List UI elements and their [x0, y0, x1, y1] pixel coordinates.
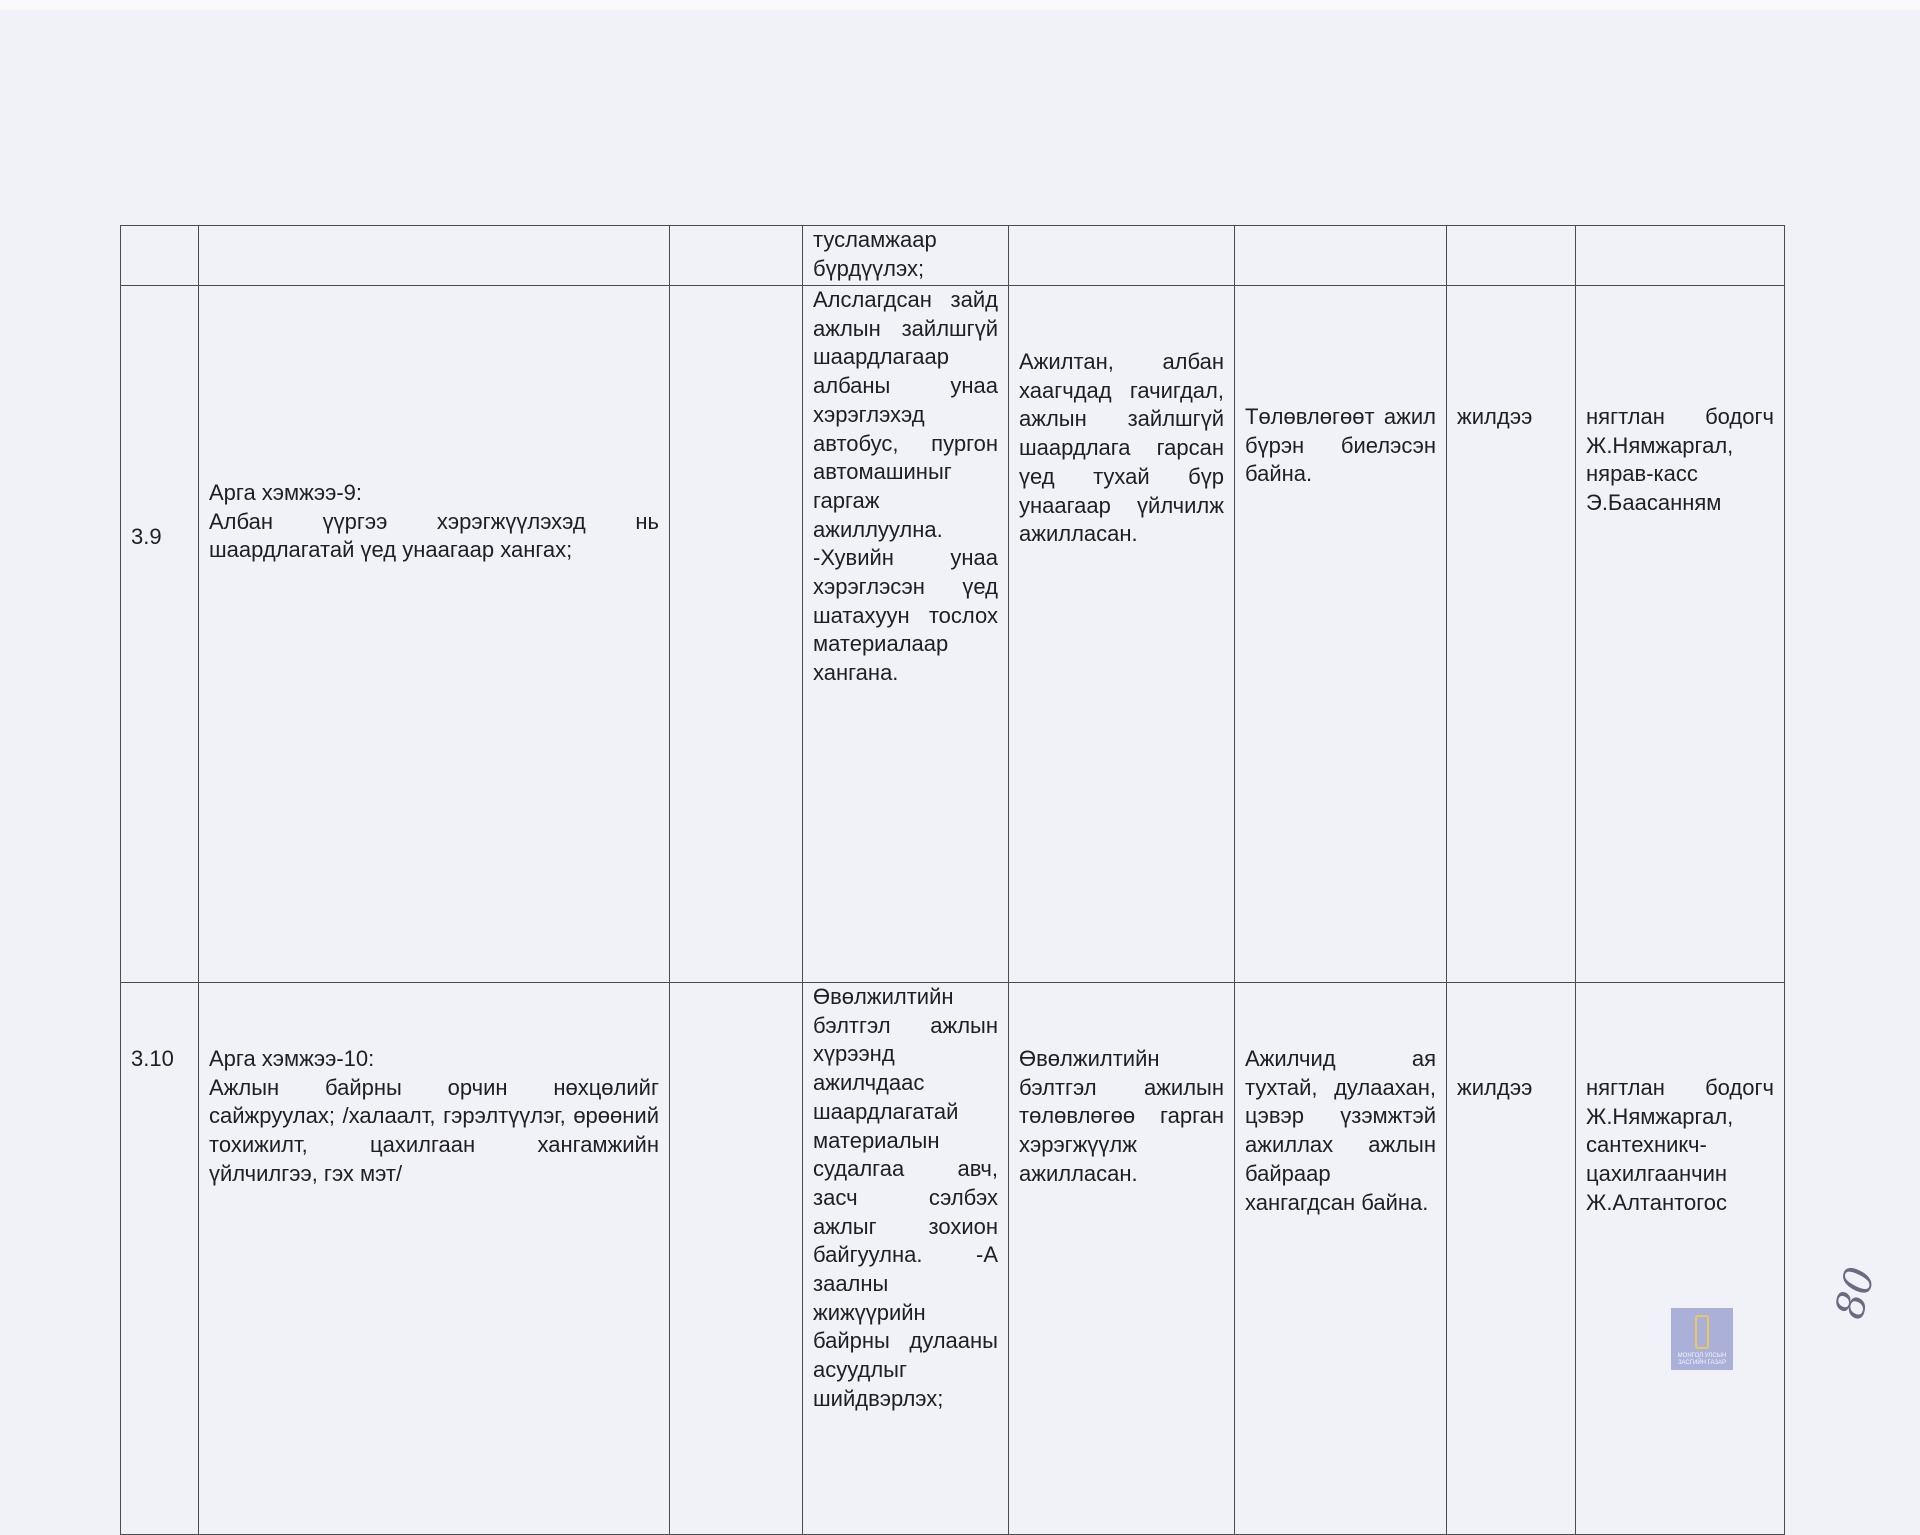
cell-measure: Арга хэмжээ-9: Албан үүргээ хэрэгжүүлэхэ… [198, 285, 670, 983]
cell-responsible: нягтлан бодогч Ж.Нямжаргал, нярав-касс Э… [1575, 285, 1785, 983]
table-row: тусламжаар бүрдүүлэх; [120, 225, 1785, 286]
cell-col3 [669, 225, 803, 286]
cell-num [120, 225, 199, 286]
cell-period: жилдээ [1446, 982, 1576, 1535]
cell-result: Ажилтан, албан хаагчдад гачигдал, ажлын … [1008, 285, 1235, 983]
measure-text: Ажлын байрны орчин нөхцөлийг сайжруулах;… [209, 1074, 659, 1186]
cell-measure: Арга хэмжээ-10: Ажлын байрны орчин нөхцө… [198, 982, 670, 1535]
cell-responsible [1575, 225, 1785, 286]
cell-num: 3.9 [120, 285, 199, 983]
cell-num: 3.10 [120, 982, 199, 1535]
handwritten-page-number: 80 [1826, 1262, 1885, 1324]
measure-text: Албан үүргээ хэрэгжүүлэхэд нь шаардлагат… [209, 508, 659, 563]
logo-text: МОНГОЛ УЛСЫН ЗАСГИЙН ГАЗАР [1677, 1353, 1727, 1366]
cell-period [1446, 225, 1576, 286]
cell-assessment: Ажилчид ая тухтай, дулаахан, цэвэр үзэмж… [1234, 982, 1447, 1535]
cell-col3 [669, 285, 803, 983]
measure-title: Арга хэмжээ-9: [209, 480, 362, 505]
cell-measure [198, 225, 670, 286]
soyombo-icon [1695, 1315, 1709, 1349]
cell-col3 [669, 982, 803, 1535]
cell-result: Өвөлжилтийн бэлтгэл ажилын төлөвлөгөө га… [1008, 982, 1235, 1535]
scan-edge [0, 0, 1920, 10]
cell-actions: тусламжаар бүрдүүлэх; [802, 225, 1009, 286]
cell-actions: Алслагдсан зайд ажлын зайлшгүй шаардлага… [802, 285, 1009, 983]
cell-period: жилдээ [1446, 285, 1576, 983]
cell-assessment [1234, 225, 1447, 286]
action-plan-table: тусламжаар бүрдүүлэх; 3.9 Арга хэмжээ-9:… [120, 225, 1785, 1535]
cell-actions: Өвөлжилтийн бэлтгэл ажлын хүрээнд ажилчд… [802, 982, 1009, 1535]
measure-title: Арга хэмжээ-10: [209, 1046, 375, 1071]
table-row: 3.10 Арга хэмжээ-10: Ажлын байрны орчин … [120, 982, 1785, 1535]
cell-assessment: Төлөвлөгөөт ажил бүрэн биелэсэн байна. [1234, 285, 1447, 983]
cell-result [1008, 225, 1235, 286]
cell-responsible: нягтлан бодогч Ж.Нямжаргал, сантехникч-ц… [1575, 982, 1785, 1535]
table-row: 3.9 Арга хэмжээ-9: Албан үүргээ хэрэгжүү… [120, 285, 1785, 983]
government-logo: МОНГОЛ УЛСЫН ЗАСГИЙН ГАЗАР [1671, 1308, 1733, 1370]
